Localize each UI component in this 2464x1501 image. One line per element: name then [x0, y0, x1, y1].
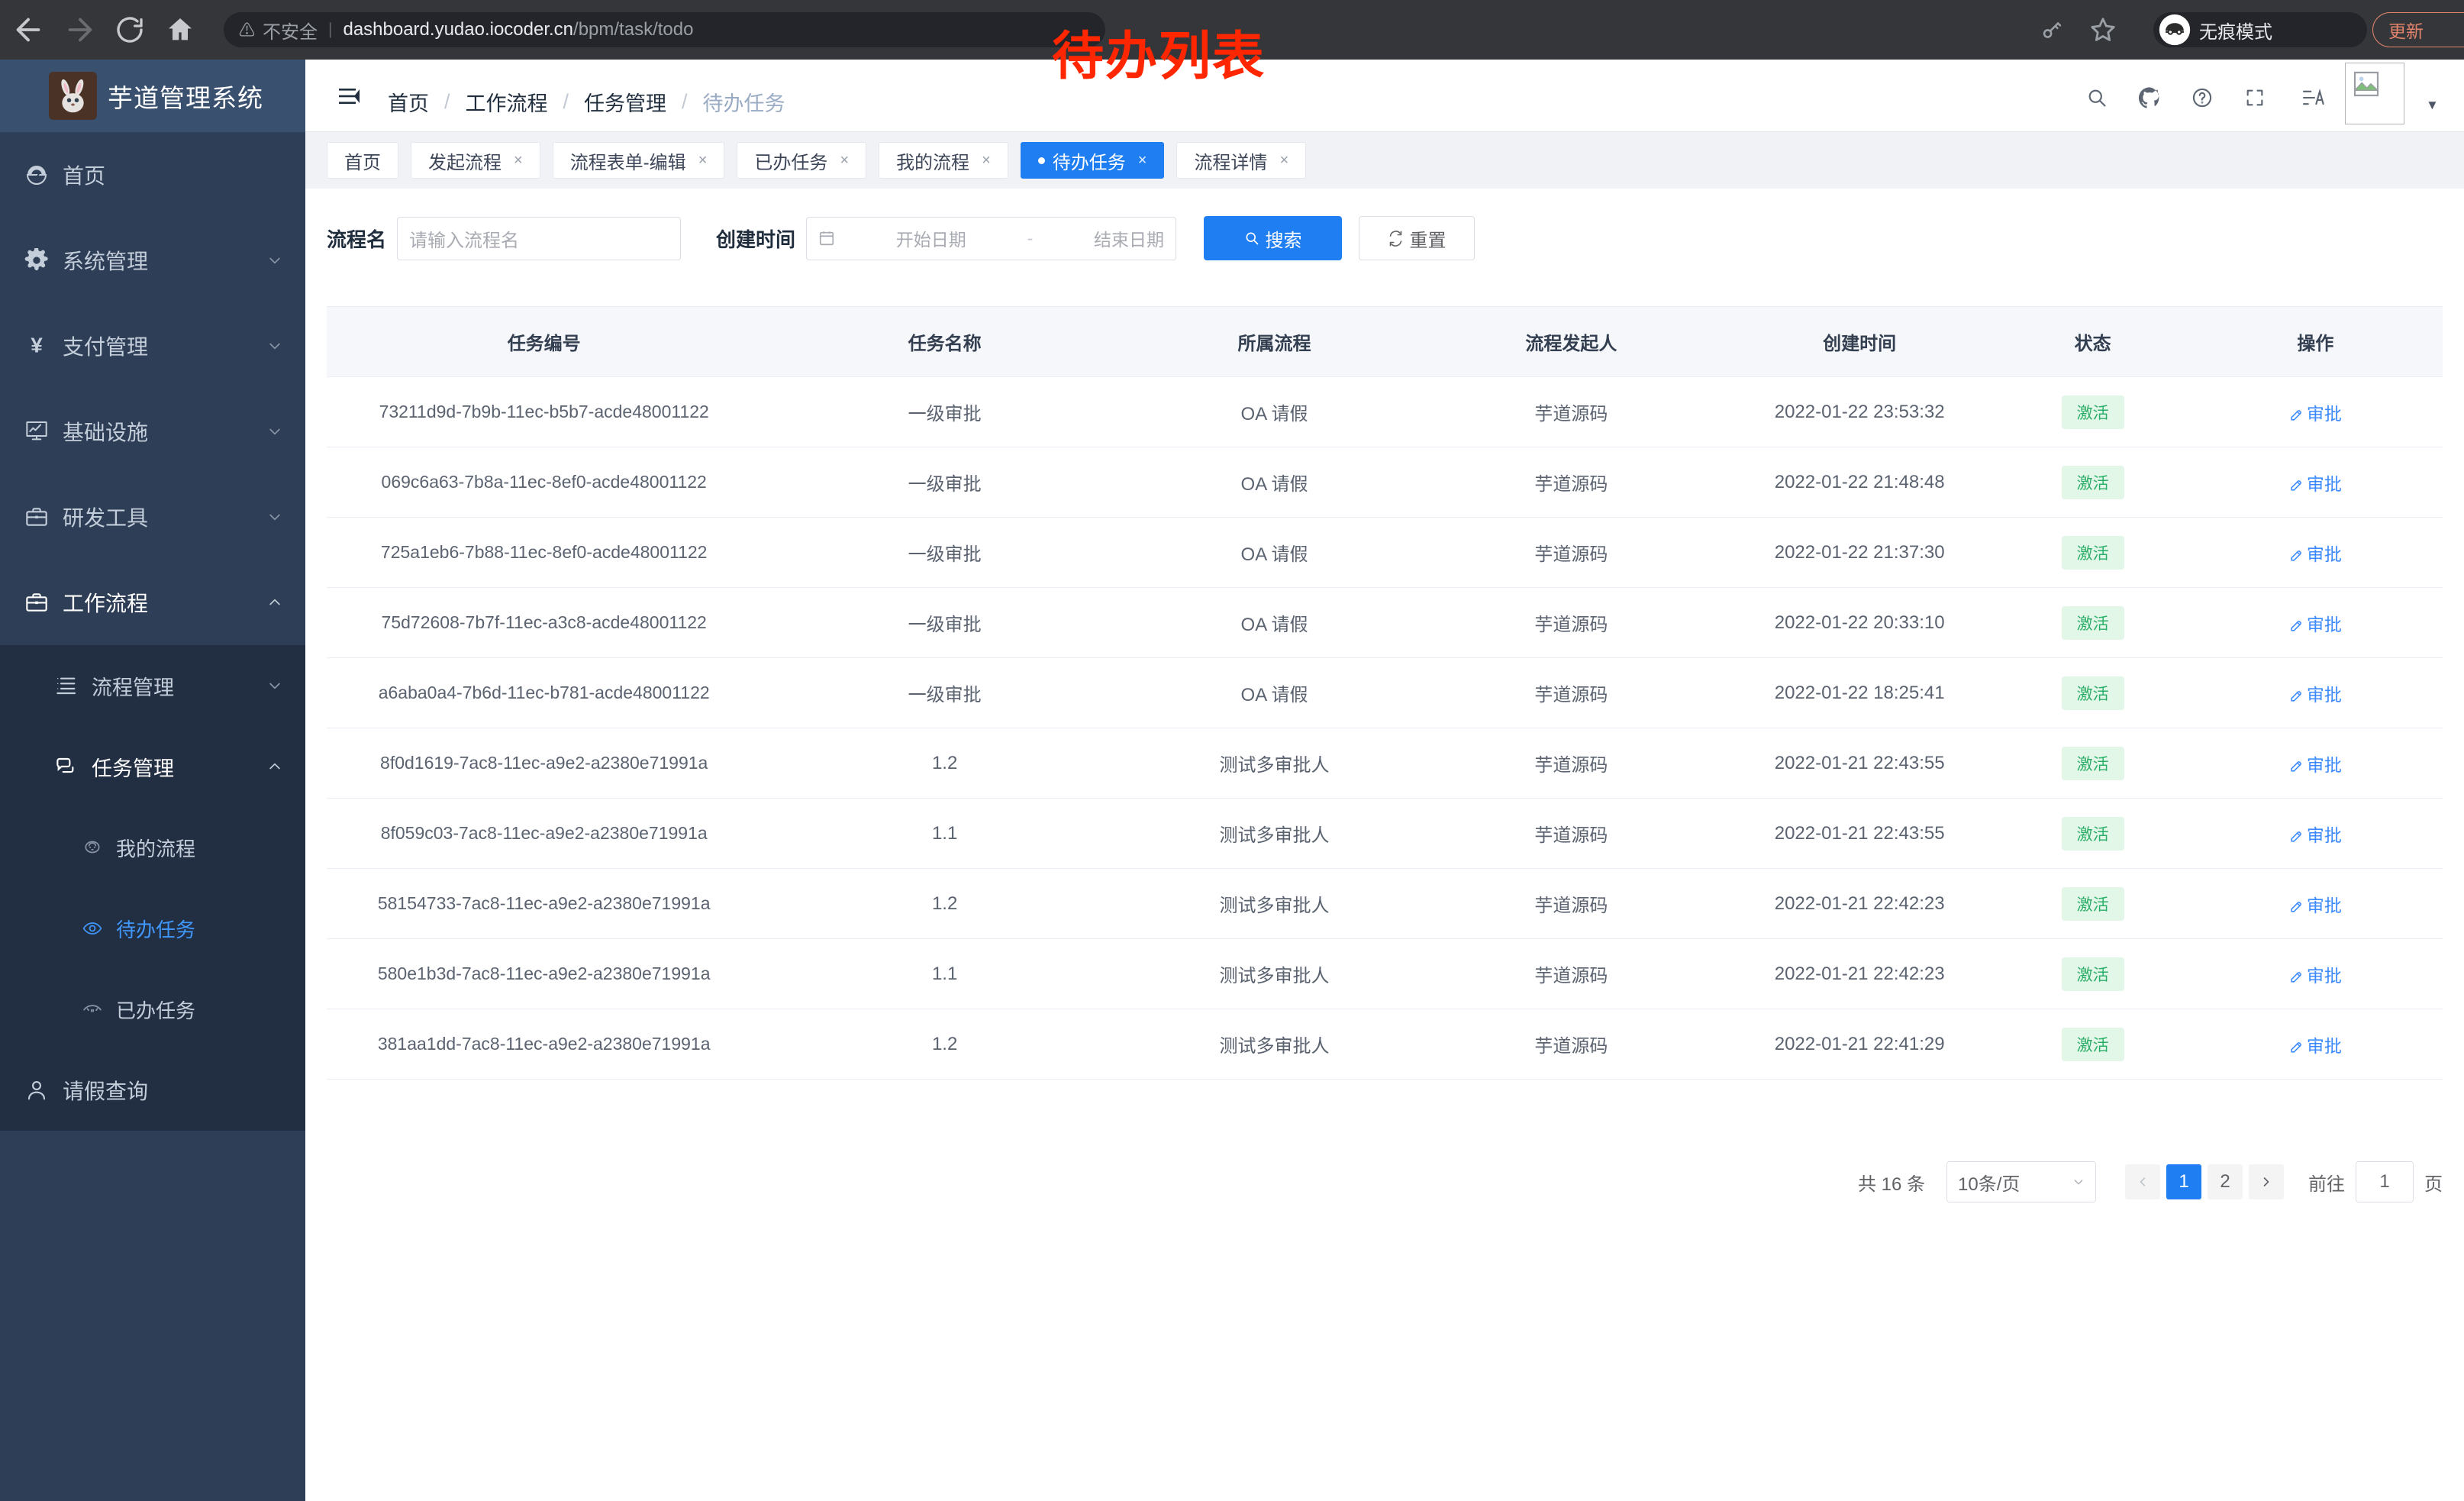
svg-text:¥: ¥ [31, 334, 43, 357]
